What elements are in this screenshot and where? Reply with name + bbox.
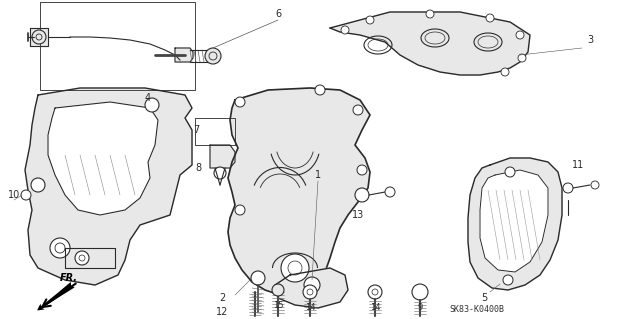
Circle shape (235, 205, 245, 215)
Circle shape (272, 284, 284, 296)
Polygon shape (48, 102, 158, 215)
Polygon shape (468, 158, 562, 290)
Polygon shape (210, 145, 235, 168)
Circle shape (355, 188, 369, 202)
Circle shape (55, 243, 65, 253)
Polygon shape (65, 248, 115, 268)
Circle shape (501, 68, 509, 76)
Text: 4: 4 (145, 93, 151, 103)
Circle shape (563, 183, 573, 193)
Circle shape (31, 178, 45, 192)
Circle shape (385, 187, 395, 197)
Circle shape (50, 238, 70, 258)
Circle shape (591, 181, 599, 189)
Text: 6: 6 (275, 9, 281, 19)
Circle shape (21, 190, 31, 200)
Text: 12: 12 (216, 307, 228, 317)
Circle shape (341, 26, 349, 34)
Circle shape (315, 85, 325, 95)
Circle shape (214, 167, 226, 179)
Text: 2: 2 (219, 293, 225, 303)
Text: 10: 10 (8, 190, 20, 200)
Text: 14: 14 (370, 302, 380, 311)
Circle shape (32, 30, 46, 44)
Text: 3: 3 (587, 35, 593, 45)
Polygon shape (25, 88, 192, 285)
Text: SK83-K0400B: SK83-K0400B (449, 306, 504, 315)
Polygon shape (228, 88, 370, 295)
Text: 7: 7 (193, 125, 199, 135)
Text: 8: 8 (195, 163, 201, 173)
Polygon shape (275, 268, 348, 308)
Polygon shape (330, 12, 530, 75)
Polygon shape (175, 48, 193, 62)
Circle shape (518, 54, 526, 62)
Circle shape (145, 98, 159, 112)
Text: 14: 14 (305, 302, 316, 311)
Circle shape (353, 105, 363, 115)
Circle shape (503, 275, 513, 285)
Circle shape (251, 271, 265, 285)
Circle shape (412, 284, 428, 300)
Text: 5: 5 (481, 293, 487, 303)
Circle shape (368, 285, 382, 299)
Polygon shape (30, 28, 48, 46)
Circle shape (205, 48, 221, 64)
Circle shape (426, 10, 434, 18)
Text: 13: 13 (352, 210, 364, 220)
Circle shape (235, 97, 245, 107)
Circle shape (357, 165, 367, 175)
Polygon shape (480, 170, 548, 272)
Text: 11: 11 (572, 160, 584, 170)
Circle shape (303, 285, 317, 299)
Circle shape (366, 16, 374, 24)
Text: 1: 1 (315, 170, 321, 180)
Circle shape (75, 251, 89, 265)
Circle shape (281, 254, 309, 282)
Text: 15: 15 (273, 300, 284, 309)
Circle shape (505, 167, 515, 177)
Text: FR.: FR. (60, 273, 78, 283)
Circle shape (516, 31, 524, 39)
Circle shape (304, 277, 320, 293)
Text: 9: 9 (417, 303, 422, 313)
Circle shape (486, 14, 494, 22)
